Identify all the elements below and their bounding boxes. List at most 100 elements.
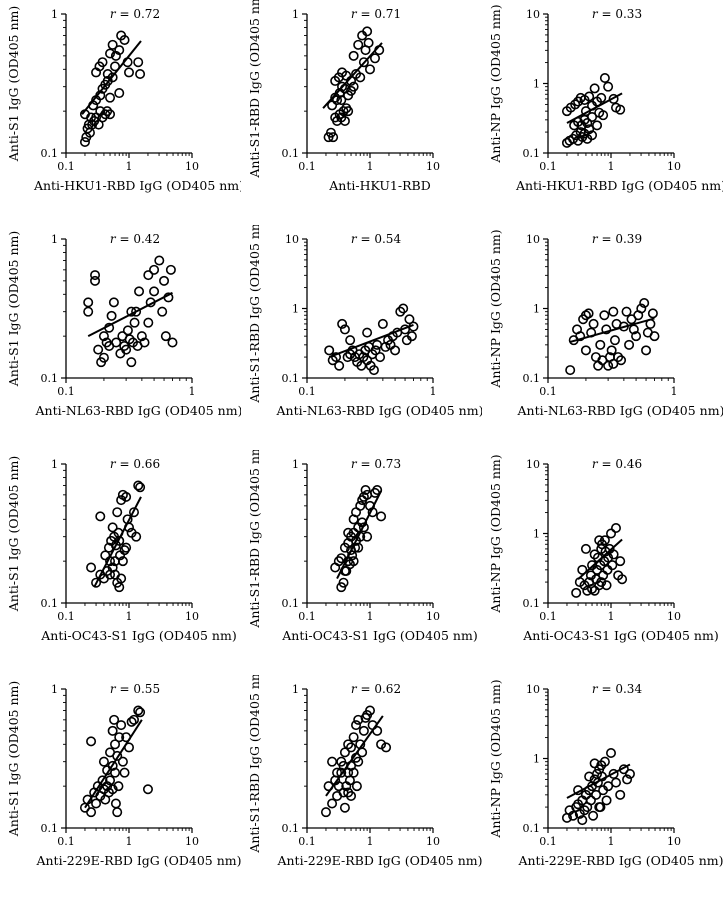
x-tick-label: 0.1	[57, 160, 75, 173]
data-point	[568, 810, 579, 821]
data-point	[587, 583, 598, 594]
y-tick-label: 1	[51, 683, 58, 696]
data-point	[339, 115, 350, 126]
data-point	[339, 802, 350, 813]
scatter-panel: r = 0.54 0.1 1 0.1 1 10 Anti-NL63-RBD IgG (OD4…	[241, 214, 483, 449]
data-point	[111, 337, 122, 348]
data-point	[121, 491, 132, 502]
data-point	[381, 742, 392, 753]
panel-title: r = 0.72	[110, 7, 160, 21]
y-tick-label: 0.1	[282, 147, 300, 160]
y-tick-label: 10	[526, 683, 540, 696]
x-tick-label: 1	[671, 385, 678, 398]
data-point	[324, 345, 335, 356]
x-axis-label: Anti-NL63-RBD IgG (OD405 nm)	[35, 403, 241, 418]
data-point	[404, 314, 415, 325]
data-point	[98, 352, 109, 363]
data-point	[576, 120, 587, 131]
x-axis-label: Anti-OC43-S1 IgG (OD405 nm)	[522, 628, 718, 643]
r-label: r	[351, 232, 358, 246]
data-point	[110, 739, 121, 750]
data-point	[348, 732, 359, 743]
r-label: r	[592, 457, 599, 471]
data-point	[122, 325, 133, 336]
x-tick-label: 0.1	[57, 610, 75, 623]
x-axis-label: Anti-NL63-RBD IgG (OD405 nm)	[276, 403, 482, 418]
data-point	[79, 136, 90, 147]
r-value: = 0.73	[357, 457, 401, 471]
data-point	[585, 795, 596, 806]
fit-line	[84, 719, 143, 809]
data-point	[628, 324, 639, 335]
data-point	[355, 500, 366, 511]
data-point	[128, 714, 139, 725]
x-tick-label: 0.1	[298, 160, 316, 173]
data-point	[592, 120, 603, 131]
y-tick-label: 1	[51, 233, 58, 246]
data-point	[95, 106, 106, 117]
data-point	[336, 95, 347, 106]
data-point	[345, 335, 356, 346]
data-point	[368, 365, 379, 376]
data-point	[615, 789, 626, 800]
fit-line	[87, 291, 173, 338]
data-point	[102, 106, 113, 117]
data-point	[647, 308, 658, 319]
panel-title: r = 0.46	[592, 457, 642, 471]
scatter-plot: r = 0.33 0.1 1 10 0.1 1 10 Anti-HKU1-RBD IgG (O…	[488, 4, 723, 193]
data-point	[594, 802, 605, 813]
data-point	[353, 39, 364, 50]
data-point	[133, 705, 144, 716]
data-point	[598, 110, 609, 121]
x-tick-label: 0.1	[539, 160, 557, 173]
data-point	[135, 69, 146, 80]
data-point	[113, 781, 124, 792]
x-tick-label: 10	[426, 160, 440, 173]
y-tick-label: 10	[526, 8, 540, 21]
scatter-panel: r = 0.55 0.1 1 10 0.1 1 Anti-229E-RBD IgG (OD4…	[0, 675, 242, 899]
data-point	[86, 736, 97, 747]
data-point	[160, 331, 171, 342]
data-point	[346, 545, 357, 556]
data-point	[584, 91, 595, 102]
data-point	[332, 767, 343, 778]
x-tick-label: 0.1	[57, 835, 75, 848]
r-label: r	[351, 457, 358, 471]
data-point	[114, 45, 125, 56]
r-value: = 0.33	[598, 7, 642, 21]
data-point	[128, 507, 139, 518]
data-point	[116, 720, 127, 731]
data-point	[606, 747, 617, 758]
y-axis-label: Anti-NP IgG (OD405 nm)	[488, 229, 503, 388]
y-tick-label: 1	[292, 458, 299, 471]
data-point	[338, 106, 349, 117]
data-point	[606, 528, 617, 539]
data-point	[327, 756, 338, 767]
scatter-plot: r = 0.55 0.1 1 10 0.1 1 Anti-229E-RBD IgG (OD4…	[6, 681, 242, 868]
data-point	[571, 587, 582, 598]
data-point	[106, 310, 117, 321]
data-point	[105, 775, 116, 786]
data-point	[97, 57, 108, 68]
r-label: r	[110, 7, 117, 21]
data-point	[606, 345, 617, 356]
scatter-panel: r = 0.33 0.1 1 10 0.1 1 10 Anti-HKU1-RBD IgG (O…	[482, 0, 723, 224]
data-point	[124, 334, 135, 345]
y-tick-label: 0.1	[41, 597, 59, 610]
data-point	[584, 124, 595, 135]
data-point	[599, 310, 610, 321]
x-axis-label: Anti-OC43-S1 IgG (OD405 nm)	[40, 628, 236, 643]
data-point	[107, 522, 118, 533]
data-point	[105, 48, 116, 59]
y-tick-label: 0.1	[523, 372, 541, 385]
data-point	[601, 580, 612, 591]
x-tick-label: 1	[367, 160, 374, 173]
data-point	[83, 297, 94, 308]
data-point	[584, 771, 595, 782]
data-point	[579, 805, 590, 816]
scatter-panel: r = 0.42 0.1 1 0.1 1 Anti-NL63-RBD IgG (OD405…	[0, 225, 242, 449]
data-point	[105, 92, 116, 103]
r-label: r	[351, 682, 358, 696]
y-axis-label: Anti-S1 IgG (OD405 nm)	[6, 231, 21, 387]
